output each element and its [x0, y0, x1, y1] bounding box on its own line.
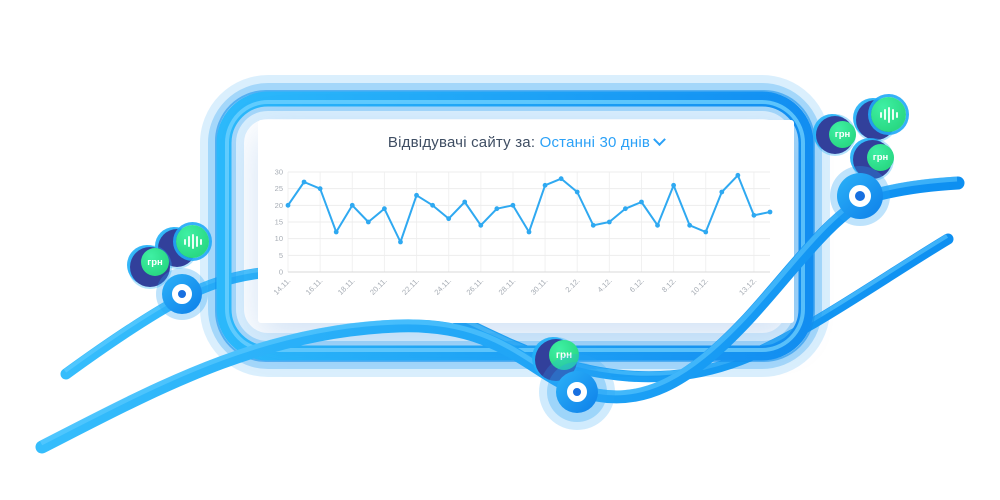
card-title: Відвідувачі сайту за: Останні 30 днів: [258, 133, 794, 151]
target-ring: [172, 284, 192, 304]
y-tick-label: 20: [275, 201, 283, 210]
currency-circle: грн: [549, 340, 579, 370]
target-ring: [849, 185, 871, 207]
data-point: [687, 222, 693, 228]
data-point: [446, 216, 452, 222]
data-point: [590, 222, 596, 228]
data-point: [719, 189, 725, 195]
data-point: [398, 239, 403, 245]
waveform-icon: [176, 225, 209, 258]
waveform-icon: [871, 97, 906, 132]
currency-circle: грн: [141, 248, 169, 276]
data-point: [751, 212, 757, 218]
card-title-label: Відвідувачі сайту за:: [387, 134, 536, 151]
visitors-card: Відвідувачі сайту за: Останні 30 днів 0 5…: [258, 120, 794, 323]
data-point: [430, 202, 435, 208]
currency-circle: грн: [829, 121, 856, 148]
data-point: [462, 199, 468, 205]
y-tick-label: 15: [275, 218, 283, 227]
data-point: [333, 229, 339, 235]
period-dropdown[interactable]: Останні 30 днів: [539, 133, 666, 151]
data-point: [735, 172, 741, 178]
data-point: [655, 222, 660, 228]
data-point: [606, 219, 612, 225]
data-point: [526, 229, 532, 235]
data-point: [574, 189, 580, 195]
data-point: [623, 206, 628, 212]
currency-label: грн: [555, 349, 573, 361]
data-point: [510, 202, 516, 208]
y-tick-label: 0: [279, 268, 283, 277]
currency-label: грн: [147, 256, 163, 268]
data-point: [349, 202, 355, 208]
data-point: [639, 199, 644, 205]
data-point: [285, 202, 291, 208]
currency-circle: грн: [867, 144, 894, 171]
data-point: [382, 206, 387, 212]
y-tick-label: 25: [275, 184, 283, 193]
data-point: [301, 179, 307, 185]
data-point: [478, 222, 484, 228]
currency-label: грн: [834, 129, 851, 140]
currency-label: грн: [872, 152, 889, 163]
data-point: [767, 209, 773, 215]
y-tick-label: 5: [279, 251, 283, 260]
data-point: [365, 219, 371, 225]
data-point: [494, 206, 500, 212]
period-value: Останні 30 днів: [539, 134, 651, 151]
data-point: [542, 182, 548, 188]
y-tick-label: 30: [275, 168, 283, 177]
data-point: [414, 192, 419, 198]
data-point: [703, 229, 709, 235]
data-point: [671, 182, 676, 188]
data-point: [558, 176, 564, 182]
data-point: [317, 186, 323, 192]
y-tick-label: 10: [275, 234, 283, 243]
target-ring: [567, 382, 587, 402]
